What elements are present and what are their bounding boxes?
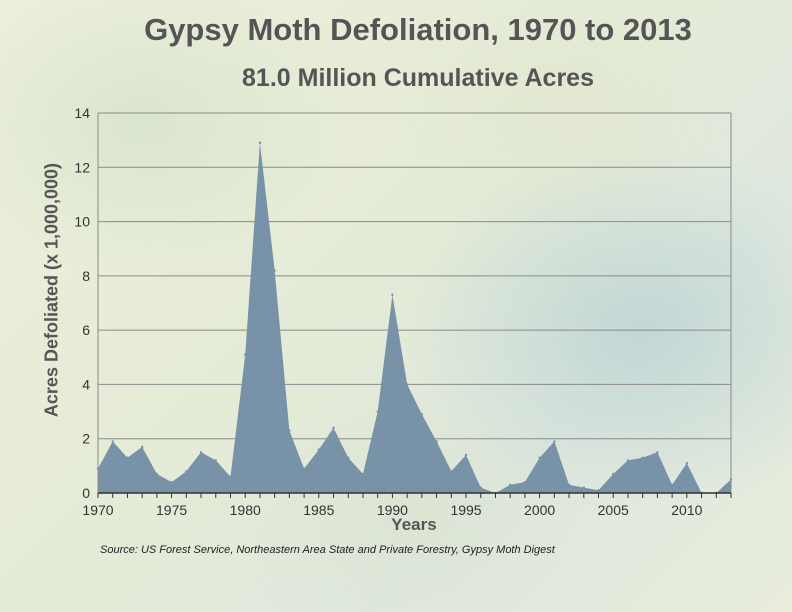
y-tick-label: 0: [82, 485, 90, 501]
data-point: [199, 451, 203, 454]
axes: [97, 113, 732, 498]
y-tick-label: 14: [74, 105, 90, 121]
data-point: [244, 353, 247, 356]
source-note: Source: US Forest Service, Northeastern …: [100, 544, 555, 556]
y-tick-label: 6: [82, 322, 90, 338]
data-point: [391, 293, 394, 297]
x-tick-label: 1980: [230, 502, 261, 518]
data-point: [670, 483, 674, 487]
data-point: [538, 456, 541, 459]
data-point: [332, 426, 335, 430]
y-tick-label: 8: [82, 268, 90, 284]
y-tick-label: 4: [82, 376, 90, 392]
data-point: [641, 456, 644, 459]
y-axis-label: Acres Defoliated (x 1,000,000): [41, 162, 62, 418]
data-point: [450, 470, 453, 473]
x-tick-label: 1995: [450, 502, 481, 518]
tick-labels: 0 2 4 6 8 10 12 14 1970 1975 1980 1985 1990 1995 2000 2…: [74, 105, 702, 518]
data-point: [111, 440, 114, 443]
x-axis-label: Years: [391, 515, 437, 534]
data-point: [523, 480, 527, 484]
x-tick-label: 2005: [598, 502, 629, 518]
data-point: [317, 448, 321, 451]
data-point: [685, 461, 689, 465]
data-point: [155, 472, 159, 476]
data-point: [376, 410, 379, 413]
data-point: [258, 141, 262, 145]
data-point: [229, 475, 232, 478]
data-point: [140, 445, 144, 449]
data-point: [582, 486, 585, 489]
data-point: [170, 480, 173, 484]
data-point: [420, 413, 424, 416]
data-point: [612, 472, 615, 476]
data-point: [597, 489, 600, 492]
x-tick-label: 1975: [156, 502, 187, 518]
data-point: [435, 440, 438, 443]
data-point: [405, 383, 409, 386]
data-point: [302, 467, 306, 470]
gridlines: [98, 112, 731, 440]
x-tick-label: 2000: [524, 502, 555, 518]
data-point: [288, 429, 291, 432]
x-tick-label: 1970: [82, 502, 113, 518]
x-tick-label: 2010: [671, 502, 702, 518]
data-point: [273, 269, 276, 272]
y-tick-label: 2: [82, 431, 90, 447]
data-point: [479, 486, 482, 489]
data-point: [656, 451, 659, 454]
x-tick-label: 1985: [303, 502, 334, 518]
y-tick-label: 10: [74, 214, 90, 230]
data-point: [508, 483, 512, 487]
x-tick-label: 1990: [377, 502, 408, 518]
data-point: [185, 470, 188, 473]
data-point: [126, 456, 129, 459]
chart-subtitle: 81.0 Million Cumulative Acres: [242, 64, 594, 92]
data-point: [214, 459, 217, 462]
data-point: [626, 459, 630, 462]
data-point: [464, 453, 468, 457]
chart-title: Gypsy Moth Defoliation, 1970 to 2013: [144, 12, 692, 47]
data-point: [567, 483, 571, 487]
y-tick-label: 12: [74, 159, 90, 175]
series-area: [98, 142, 731, 494]
data-point: [361, 472, 365, 476]
data-point: [347, 456, 350, 459]
data-point: [553, 440, 556, 443]
plot-area: [96, 141, 733, 495]
